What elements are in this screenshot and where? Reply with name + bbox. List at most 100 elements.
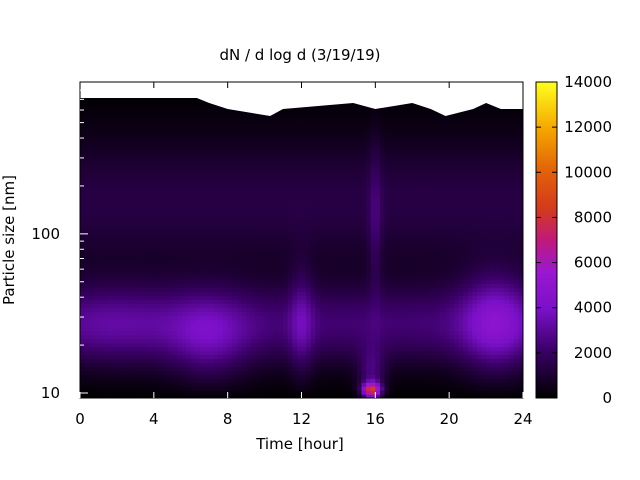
heatmap-cell (144, 354, 150, 360)
heatmap-cell (93, 378, 100, 383)
heatmap-cell (310, 358, 316, 364)
heatmap-cell (306, 220, 312, 225)
heatmap-cell (121, 247, 127, 253)
heatmap-cell (167, 188, 173, 194)
heatmap-cell (209, 117, 215, 123)
heatmap-cell (343, 172, 349, 178)
heatmap-cell (167, 109, 173, 115)
heatmap-cell (273, 129, 280, 134)
heatmap-cell (236, 315, 243, 320)
heatmap-cell (116, 346, 123, 352)
heatmap-cell (352, 386, 358, 391)
heatmap-cell (84, 374, 90, 379)
heatmap-cell (84, 192, 90, 198)
heatmap-cell (89, 168, 95, 174)
heatmap-cell (107, 295, 113, 300)
heatmap-cell (80, 291, 86, 296)
heatmap-cell (130, 97, 136, 103)
heatmap-cell (347, 358, 353, 364)
heatmap-cell (347, 113, 353, 119)
heatmap-cell (190, 243, 196, 249)
heatmap-cell (255, 287, 261, 292)
heatmap-cell (135, 255, 141, 261)
heatmap-cell (172, 390, 178, 395)
heatmap-cell (107, 287, 113, 292)
heatmap-cell (121, 255, 127, 261)
heatmap-cell (181, 295, 187, 300)
heatmap-cell (153, 161, 160, 166)
heatmap-cell (241, 255, 247, 261)
heatmap-cell (315, 129, 321, 134)
heatmap-cell (176, 137, 183, 142)
heatmap-cell (310, 216, 316, 221)
heatmap-cell (93, 184, 100, 190)
heatmap-cell (98, 350, 104, 356)
heatmap-cell (278, 267, 284, 273)
heatmap-cell (278, 263, 284, 269)
heatmap-cell (116, 350, 123, 356)
heatmap-cell (223, 164, 229, 170)
heatmap-cell (153, 176, 160, 182)
heatmap-cell (190, 188, 196, 194)
heatmap-cell (144, 188, 150, 194)
heatmap-cell (130, 188, 136, 194)
heatmap-cell (93, 315, 100, 320)
heatmap-cell (98, 145, 104, 150)
heatmap-cell (241, 224, 247, 229)
heatmap-cell (269, 295, 275, 300)
heatmap-cell (232, 251, 238, 257)
heatmap-cell (186, 299, 192, 304)
heatmap-cell (130, 386, 136, 391)
heatmap-cell (246, 370, 252, 375)
heatmap-cell (306, 204, 312, 209)
heatmap-cell (89, 220, 95, 225)
heatmap-cell (278, 176, 284, 182)
heatmap-cell (347, 315, 353, 320)
heatmap-cell (89, 149, 95, 154)
heatmap-cell (84, 279, 90, 285)
heatmap-cell (338, 354, 344, 360)
heatmap-cell (144, 370, 150, 375)
heatmap-cell (361, 184, 367, 190)
heatmap-cell (356, 370, 363, 375)
heatmap-cell (98, 362, 104, 367)
heatmap-cell (126, 370, 132, 375)
heatmap-cell (301, 338, 307, 344)
heatmap-cell (366, 378, 372, 383)
heatmap-cell (181, 251, 187, 257)
heatmap-cell (232, 319, 238, 324)
heatmap-cell (356, 236, 363, 241)
heatmap-cell (153, 326, 160, 332)
heatmap-cell (329, 291, 335, 296)
heatmap-cell (306, 386, 312, 391)
heatmap-cell (292, 303, 298, 308)
heatmap-cell (259, 322, 266, 328)
heatmap-cell (241, 319, 247, 324)
heatmap-cell (356, 224, 363, 229)
heatmap-cell (218, 196, 224, 202)
heatmap-cell (89, 105, 95, 111)
heatmap-cell (84, 326, 90, 332)
heatmap-cell (199, 101, 206, 107)
heatmap-cell (172, 101, 178, 107)
heatmap-cell (324, 303, 330, 308)
heatmap-cell (199, 338, 206, 344)
heatmap-cell (153, 228, 160, 233)
heatmap-cell (301, 279, 307, 285)
heatmap-cell (255, 208, 261, 213)
heatmap-cell (264, 350, 270, 356)
heatmap-cell (301, 354, 307, 360)
heatmap-cell (343, 342, 349, 348)
heatmap-cell (126, 224, 132, 229)
heatmap-cell (246, 208, 252, 213)
heatmap-cell (107, 161, 113, 166)
heatmap-cell (283, 271, 289, 277)
heatmap-cell (296, 303, 303, 308)
heatmap-cell (135, 228, 141, 233)
heatmap-cell (259, 164, 266, 170)
heatmap-cell (103, 259, 109, 265)
heatmap-cell (218, 168, 224, 174)
heatmap-cell (241, 275, 247, 281)
heatmap-cell (204, 243, 210, 249)
heatmap-cell (250, 192, 256, 198)
